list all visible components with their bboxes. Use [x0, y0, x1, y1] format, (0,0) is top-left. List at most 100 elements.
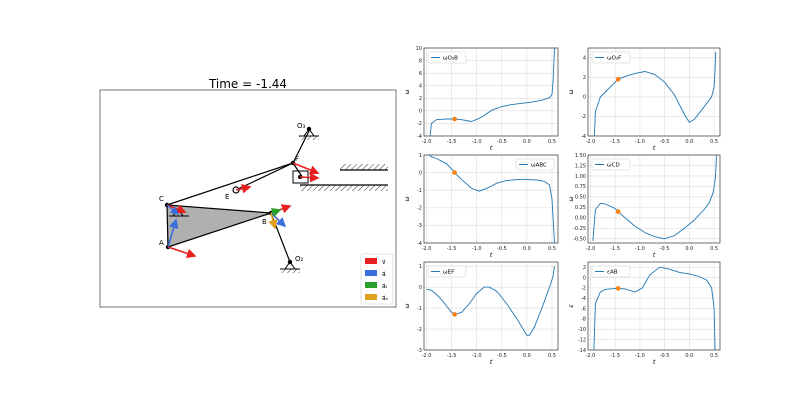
x-tick-label: -2.0 [422, 353, 432, 359]
legend-swatch-tangential [365, 282, 377, 288]
x-axis-label: t [653, 145, 656, 152]
y-tick-label: -0.50 [573, 237, 586, 243]
x-tick-label: 0.5 [548, 139, 556, 145]
charts-grid: -2.0 -1.5 -1.0 -0.5 0.0 0.5-4-20246810tωωO₃B-… [404, 46, 721, 366]
plot-legend-box [591, 265, 631, 278]
tangential-acc-vector-b [270, 207, 282, 218]
velocity-vector-slider [299, 172, 320, 183]
y-tick-label: -1 [417, 306, 422, 312]
legend-label-tangential: a⃗ₜ [382, 283, 388, 290]
x-tick-label: -0.5 [497, 246, 507, 252]
plot-5: -2.0 -1.5 -1.0 -0.5 0.0 0.5 -3 -2 -1 0 1 t ω ωEF [404, 261, 559, 366]
acceleration-vector-a [167, 218, 179, 248]
x-tick-label: 0.0 [523, 139, 531, 145]
joint-o2 [287, 259, 293, 265]
y-tick-label: -12 [578, 337, 586, 343]
y-tick-label: -2 [417, 327, 422, 333]
x-axis-label: t [653, 359, 656, 366]
label-point-o3: O₃ [297, 122, 306, 130]
y-tick-label: -3 [417, 223, 422, 229]
plot-frame [587, 154, 721, 244]
legend-label-acceleration: a⃗ [382, 271, 386, 278]
y-tick-label: -4 [581, 134, 586, 140]
x-tick-label: -1.5 [447, 139, 457, 145]
y-tick-label: -3 [417, 348, 422, 354]
y-axis-label: ω [568, 196, 575, 201]
x-tick-label: 0.5 [548, 246, 556, 252]
x-tick-label: 0.0 [523, 353, 531, 359]
plot-legend-box [591, 51, 631, 64]
y-tick-label: -2 [417, 121, 422, 127]
label-point-o2: O₂ [295, 255, 304, 263]
x-tick-label: -1.5 [610, 246, 620, 252]
x-tick-label: -1.5 [610, 353, 620, 359]
vector-legend-box [360, 253, 394, 305]
x-tick-label: -1.5 [610, 139, 620, 145]
slider-guide-top-hatch [340, 164, 388, 170]
y-tick-label: 8 [419, 58, 422, 64]
legend-swatch-velocity [365, 258, 377, 264]
plot-2: -2.0 -1.5 -1.0 -0.5 0.0 0.5 -4 -2 0 2 4 t ω ωO₃F [568, 47, 721, 152]
x-tick-label: -1.0 [635, 246, 645, 252]
vectors [166, 162, 320, 259]
plot-legend-label: ωCD [607, 163, 620, 169]
y-tick-label: 1 [419, 264, 422, 270]
y-axis-label: ω [404, 196, 411, 201]
legend-label-velocity: v⃗ [382, 259, 386, 266]
label-point-f: F [295, 155, 299, 163]
current-time-marker [615, 76, 621, 82]
y-tick-label: 4 [419, 84, 422, 90]
plot-legend-label: ωABC [531, 163, 547, 169]
y-tick-label: 1.00 [575, 174, 586, 180]
x-tick-label: -0.5 [497, 353, 507, 359]
x-tick-label: 0.5 [548, 353, 556, 359]
x-tick-label: 0.5 [710, 246, 718, 252]
x-tick-label: 0.0 [685, 246, 693, 252]
y-tick-label: -2 [581, 114, 586, 120]
normal-acc-vector-b [268, 212, 278, 230]
y-tick-label: 0.50 [575, 195, 586, 201]
legend-swatch-acceleration [365, 270, 377, 276]
plot-frame [423, 154, 559, 244]
y-tick-label: 2 [583, 265, 586, 271]
y-tick-label: 1.25 [575, 163, 586, 169]
y-tick-label: 4 [583, 56, 586, 62]
current-time-marker [615, 286, 621, 291]
link-cf [166, 162, 294, 206]
vector-legend: v⃗ a⃗ a⃗ₜ a⃗ₙ [360, 253, 394, 305]
plot-legend-label: ωO₃B [443, 56, 458, 62]
x-axis-label: t [490, 252, 493, 259]
ground-hatch-o3 [299, 136, 319, 140]
y-tick-label: 0.75 [575, 184, 586, 190]
velocity-vector-a [167, 246, 197, 259]
y-axis-label: ε [568, 304, 575, 308]
x-tick-label: -2.0 [586, 246, 596, 252]
plot-legend-label: ωEF [443, 270, 454, 276]
plot-legend-box [427, 51, 467, 64]
data-curve [426, 266, 555, 336]
x-tick-label: -1.0 [635, 139, 645, 145]
x-axis-label: t [490, 145, 493, 152]
y-axis-label: ω [404, 89, 411, 94]
y-tick-label: 0 [419, 170, 422, 176]
data-curve [429, 47, 555, 137]
y-tick-label: 1 [419, 153, 422, 159]
plot-legend-box [427, 265, 467, 278]
slider-guide-bottom-hatch [300, 185, 388, 191]
legend-label-normal: a⃗ₙ [382, 295, 389, 302]
x-tick-label: 0.5 [710, 353, 718, 359]
y-tick-label: 0.25 [575, 205, 586, 211]
y-tick-label: -4 [581, 296, 586, 302]
x-tick-label: -1.5 [447, 246, 457, 252]
y-tick-label: -4 [417, 241, 422, 247]
acceleration-vector-c [166, 204, 180, 215]
y-tick-label: 2 [583, 75, 586, 81]
plot-legend-box [591, 158, 631, 171]
velocity-vector-f [292, 162, 320, 175]
x-tick-label: -2.0 [422, 139, 432, 145]
y-tick-label: 0.00 [575, 216, 586, 222]
x-tick-label: -1.0 [472, 353, 482, 359]
x-tick-label: 0.0 [685, 353, 693, 359]
label-point-a: A [159, 239, 164, 247]
data-curve [428, 154, 555, 244]
